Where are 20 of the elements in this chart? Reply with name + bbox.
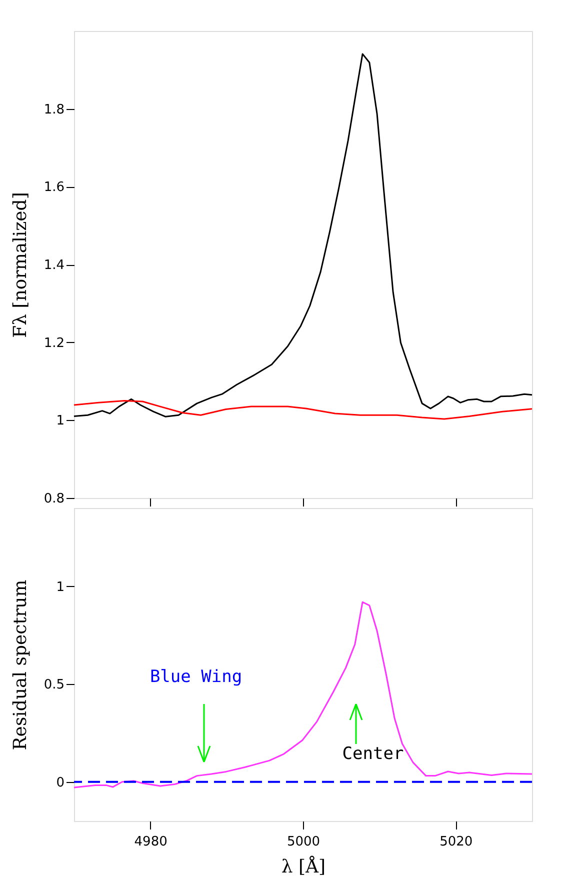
y-tick-label: 0.5	[44, 678, 64, 693]
line-series	[73, 601, 533, 788]
annotation: Center	[342, 744, 404, 764]
annotation: Blue Wing	[150, 667, 242, 687]
y-tick-label: 1.8	[44, 102, 64, 118]
y-axis-title: Residual spectrum	[10, 580, 31, 750]
x-tick-label: 4980	[134, 834, 168, 850]
x-axis-title: λ [Å]	[281, 856, 326, 878]
y-tick-label: 0	[56, 775, 64, 790]
x-tick-label: 5000	[286, 834, 320, 850]
y-axis-title: Fλ [normalized]	[10, 192, 31, 338]
y-tick-label: 1.4	[44, 258, 64, 273]
y-tick-label: 1.2	[44, 336, 64, 351]
y-tick-label: 1	[56, 580, 64, 595]
y-tick-label: 1	[56, 414, 64, 429]
x-tick-label: 5020	[440, 834, 473, 850]
line-series	[73, 53, 533, 418]
line-series	[73, 400, 533, 420]
y-tick-label: 1.6	[44, 180, 64, 196]
y-tick-label: 0.8	[44, 492, 64, 506]
